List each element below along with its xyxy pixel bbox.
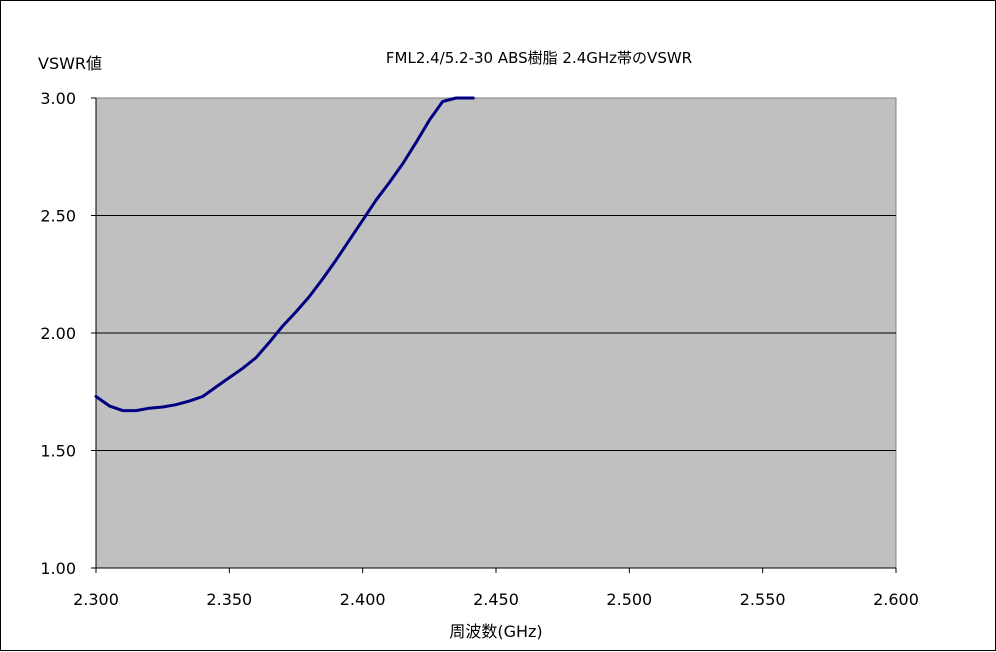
y-tick-label: 1.50	[40, 442, 76, 461]
x-tick-label: 2.450	[473, 590, 519, 609]
x-axis-label: 周波数(GHz)	[449, 622, 542, 641]
x-tick-label: 2.550	[740, 590, 786, 609]
x-tick-label: 2.400	[340, 590, 386, 609]
y-tick-label: 3.00	[40, 89, 76, 108]
gridlines	[96, 215, 896, 451]
vswr-series-line	[94, 96, 475, 413]
y-tick-label: 1.00	[40, 559, 76, 578]
x-tick-label: 2.300	[73, 590, 119, 609]
x-tick-label: 2.500	[606, 590, 652, 609]
x-tick-label: 2.600	[873, 590, 919, 609]
y-axis-label: VSWR値	[38, 54, 102, 73]
chart-title: FML2.4/5.2-30 ABS樹脂 2.4GHz帯のVSWR	[386, 49, 692, 67]
y-tick-label: 2.00	[40, 324, 76, 343]
x-tick-label: 2.350	[206, 590, 252, 609]
axis-ticks: 1.00 1.50 2.00 2.50 3.00 2.300 2.350 2.400 2.450…	[40, 89, 919, 609]
y-tick-label: 2.50	[40, 207, 76, 226]
